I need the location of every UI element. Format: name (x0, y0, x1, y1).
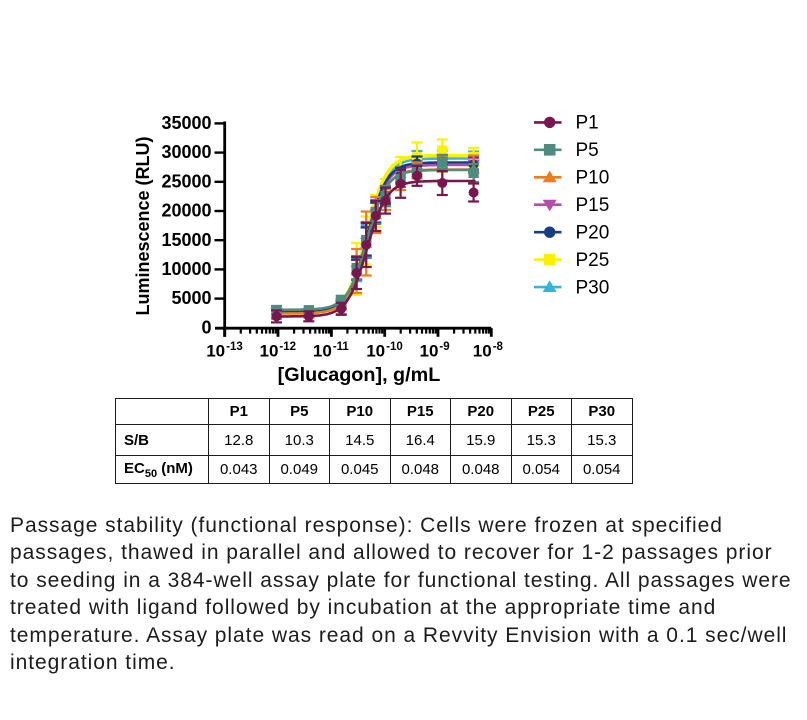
svg-text:P5: P5 (576, 140, 599, 161)
svg-text:10-12: 10-12 (260, 341, 297, 361)
svg-text:P15: P15 (576, 195, 610, 216)
svg-text:15000: 15000 (161, 230, 211, 250)
svg-text:25000: 25000 (161, 171, 211, 191)
svg-text:10-8: 10-8 (473, 341, 504, 361)
svg-text:P30: P30 (576, 277, 610, 298)
svg-text:[Glucagon], g/mL: [Glucagon], g/mL (278, 364, 441, 386)
svg-text:10-13: 10-13 (206, 341, 243, 361)
svg-text:0: 0 (201, 317, 211, 337)
svg-text:5000: 5000 (171, 288, 211, 308)
svg-text:10000: 10000 (161, 259, 211, 279)
svg-text:10-9: 10-9 (420, 341, 450, 361)
svg-text:Luminescence (RLU): Luminescence (RLU) (133, 136, 153, 315)
svg-text:20000: 20000 (161, 201, 211, 221)
svg-text:30000: 30000 (161, 142, 211, 162)
svg-text:35000: 35000 (161, 113, 211, 133)
svg-text:P1: P1 (576, 113, 599, 134)
svg-text:P20: P20 (576, 222, 610, 243)
svg-text:10-11: 10-11 (313, 341, 350, 361)
svg-text:10-10: 10-10 (366, 341, 403, 361)
svg-text:P10: P10 (576, 168, 610, 189)
svg-text:P25: P25 (576, 250, 610, 271)
